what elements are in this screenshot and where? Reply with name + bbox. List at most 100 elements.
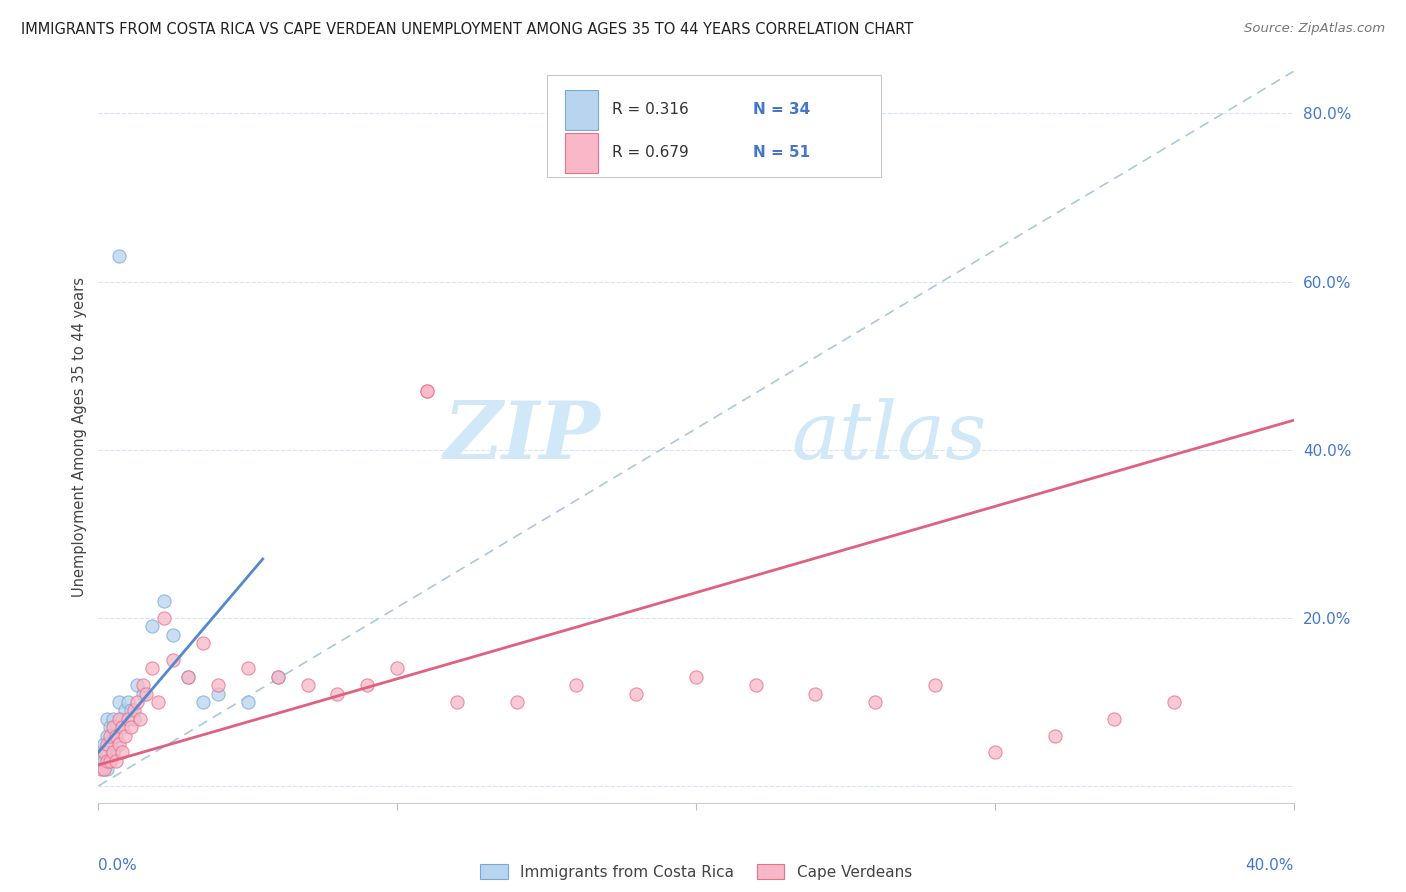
Point: [114, 703, 136, 717]
Point: [90, 754, 112, 768]
Point: [96, 762, 118, 776]
Point: [416, 384, 439, 398]
Point: [114, 729, 136, 743]
Point: [129, 712, 152, 726]
Point: [416, 384, 439, 398]
Point: [103, 745, 125, 759]
Point: [153, 594, 176, 608]
Point: [96, 745, 118, 759]
Point: [117, 712, 139, 726]
Point: [108, 712, 131, 726]
Point: [1043, 729, 1066, 743]
Point: [105, 729, 128, 743]
Point: [162, 627, 184, 641]
Point: [98, 754, 122, 768]
Point: [984, 745, 1007, 759]
Point: [108, 249, 131, 263]
Point: [267, 670, 290, 684]
Point: [105, 720, 128, 734]
Point: [90, 745, 112, 759]
Text: R = 0.316: R = 0.316: [613, 103, 689, 117]
Text: Source: ZipAtlas.com: Source: ZipAtlas.com: [1244, 22, 1385, 36]
Point: [96, 737, 118, 751]
Point: [297, 678, 319, 692]
Point: [98, 754, 122, 768]
Point: [96, 729, 118, 743]
Point: [93, 762, 115, 776]
Point: [745, 678, 768, 692]
Point: [111, 712, 134, 726]
Point: [120, 703, 142, 717]
Point: [120, 720, 142, 734]
Point: [132, 686, 155, 700]
Point: [124, 712, 146, 726]
Text: R = 0.679: R = 0.679: [613, 145, 689, 160]
Point: [162, 653, 184, 667]
Point: [111, 745, 134, 759]
Point: [141, 661, 163, 675]
Text: 0.0%: 0.0%: [98, 858, 138, 872]
Point: [1163, 695, 1185, 709]
Point: [111, 720, 134, 734]
Point: [90, 762, 112, 776]
Point: [108, 737, 131, 751]
Point: [177, 670, 200, 684]
Point: [105, 754, 128, 768]
Point: [98, 737, 122, 751]
Point: [96, 712, 118, 726]
Point: [207, 678, 229, 692]
Point: [685, 670, 707, 684]
Point: [626, 686, 648, 700]
Point: [105, 737, 128, 751]
Point: [93, 745, 115, 759]
Point: [865, 695, 887, 709]
Point: [565, 678, 588, 692]
Point: [326, 686, 349, 700]
Text: N = 34: N = 34: [754, 103, 811, 117]
Point: [98, 729, 122, 743]
FancyBboxPatch shape: [547, 75, 882, 178]
Point: [141, 619, 163, 633]
Text: 40.0%: 40.0%: [1246, 858, 1294, 872]
Text: ZIP: ZIP: [443, 399, 600, 475]
Point: [127, 695, 149, 709]
Y-axis label: Unemployment Among Ages 35 to 44 years: Unemployment Among Ages 35 to 44 years: [72, 277, 87, 597]
Text: IMMIGRANTS FROM COSTA RICA VS CAPE VERDEAN UNEMPLOYMENT AMONG AGES 35 TO 44 YEAR: IMMIGRANTS FROM COSTA RICA VS CAPE VERDE…: [21, 22, 914, 37]
Point: [506, 695, 529, 709]
Text: N = 51: N = 51: [754, 145, 810, 160]
Point: [103, 729, 125, 743]
Point: [446, 695, 468, 709]
Point: [207, 686, 229, 700]
Point: [98, 720, 122, 734]
Point: [356, 678, 378, 692]
Point: [153, 611, 176, 625]
Point: [267, 670, 290, 684]
FancyBboxPatch shape: [565, 133, 598, 173]
Legend: Immigrants from Costa Rica, Cape Verdeans: Immigrants from Costa Rica, Cape Verdean…: [474, 858, 918, 886]
Point: [191, 636, 214, 650]
Point: [93, 754, 115, 768]
Point: [385, 661, 409, 675]
Point: [117, 695, 139, 709]
Point: [108, 695, 131, 709]
Point: [924, 678, 946, 692]
Point: [93, 762, 115, 776]
Point: [124, 703, 146, 717]
Point: [127, 678, 149, 692]
Point: [236, 695, 259, 709]
Point: [177, 670, 200, 684]
Point: [93, 737, 115, 751]
Point: [103, 720, 125, 734]
Point: [148, 695, 170, 709]
Point: [804, 686, 827, 700]
Point: [236, 661, 259, 675]
Point: [135, 686, 157, 700]
FancyBboxPatch shape: [565, 90, 598, 130]
Text: atlas: atlas: [792, 399, 987, 475]
Point: [103, 745, 125, 759]
Point: [96, 754, 118, 768]
Point: [191, 695, 214, 709]
Point: [1104, 712, 1126, 726]
Point: [132, 678, 155, 692]
Point: [103, 712, 125, 726]
